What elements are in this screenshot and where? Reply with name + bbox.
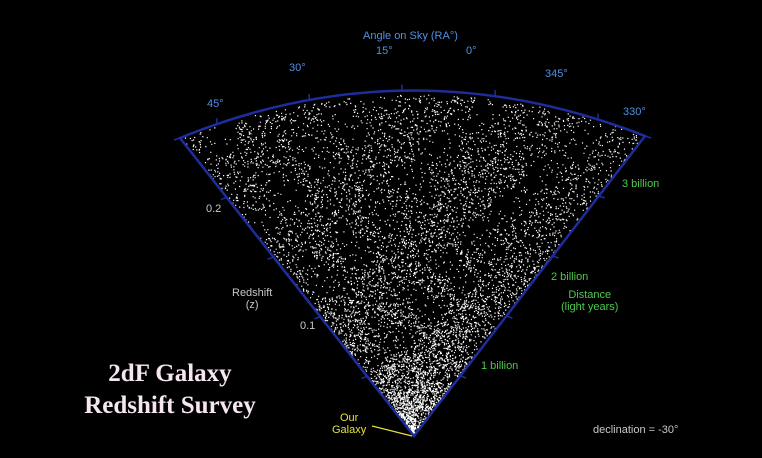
our-galaxy-line2: Galaxy [332,424,367,436]
distance-axis-label: Distance (light years) [561,289,618,313]
angle-tick-345: 345° [545,68,568,80]
left-edge-tick-3 [220,196,228,201]
angle-tick-330: 330° [623,106,646,118]
distance-tick-2-billion: 2 billion [551,271,589,283]
declination-note: declination = -30° [593,424,679,436]
left-edge-tick-1 [314,316,321,320]
distance-tick-1-billion: 1 billion [481,360,519,372]
left-edge-tick-0 [360,375,368,380]
wedge-boundary [177,89,648,439]
redshift-label-line1: Redshift [232,287,273,299]
angle-tick-45: 45° [207,98,224,110]
our-galaxy-line1: Our [339,412,359,424]
redshift-axis-label: Redshift (z) [232,287,272,311]
galaxy-points [184,94,638,436]
survey-title: 2dF Galaxy Redshift Survey [52,358,288,422]
title-line2: Redshift Survey [84,392,256,419]
redshift-tick-0-2: 0.2 [206,203,222,215]
axis-ticks [173,84,652,380]
right-edge-tick-0 [459,375,467,379]
redshift-tick-0-1: 0.1 [300,320,316,332]
right-edge-tick-1 [506,315,513,319]
galaxy-point-cloud [184,94,638,436]
left-edge-tick-4 [173,137,181,141]
title-line1: 2dF Galaxy [108,360,232,387]
distance-label-line2: (light years) [561,301,619,313]
angle-tick-0: 0° [466,45,477,57]
right-edge-tick-3 [598,195,606,199]
left-edge-tick-2 [267,256,274,260]
angle-tick-30: 30° [289,62,306,74]
angle-axis-label: Angle on Sky (RA°) [363,30,458,42]
distance-label-line1: Distance [568,289,612,301]
right-edge-tick-4 [644,135,652,139]
right-edge-tick-2 [552,255,559,259]
redshift-label-line2: (z) [245,299,259,311]
our-galaxy-pointer [371,425,413,437]
angle-tick-15: 15° [376,45,393,57]
our-galaxy-label: Our Galaxy [332,412,366,436]
distance-tick-3-billion: 3 billion [622,178,660,190]
